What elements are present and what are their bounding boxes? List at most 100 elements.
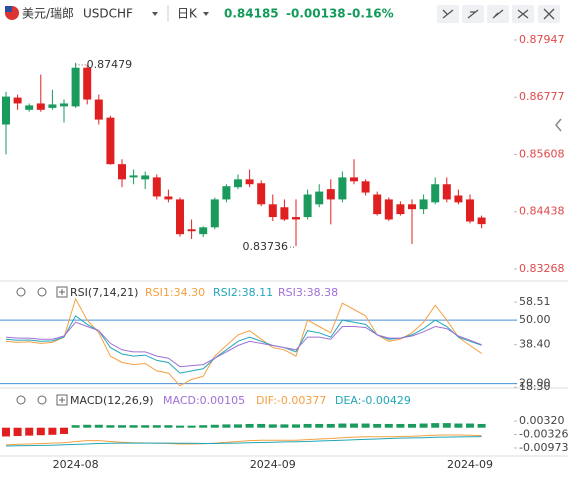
rsi-title: RSI(7,14,21) [70, 286, 138, 299]
candle-body [234, 179, 242, 188]
histogram-bar [454, 423, 463, 428]
histogram-bar [234, 424, 242, 428]
candle-body [210, 199, 219, 228]
tool-icon [492, 9, 504, 19]
candle-body [477, 217, 486, 225]
candle-body [396, 204, 405, 215]
candle-body [245, 179, 254, 185]
candle-body [454, 195, 463, 203]
candle-body [129, 175, 138, 178]
histogram-bar [199, 425, 208, 428]
candle-body [152, 177, 161, 197]
candle-body [13, 97, 22, 104]
histogram-bar [152, 425, 161, 428]
legend-entry: RSI2:38.11 [213, 286, 273, 299]
symbol[interactable]: USDCHF [83, 7, 133, 21]
candle-body [280, 207, 289, 220]
candle-body [361, 181, 370, 193]
x-tick-label: 2024-09 [250, 458, 296, 471]
macd-title: MACD(12,26,9) [70, 394, 154, 407]
histogram-bar [268, 424, 277, 428]
histogram-bar [25, 427, 34, 436]
histogram-bar [292, 424, 300, 428]
histogram-bar [396, 423, 405, 428]
price: 0.84185 [224, 7, 279, 21]
histogram-bar [48, 427, 57, 435]
histogram-bar [83, 424, 92, 428]
y-tick-label: 18.30 [519, 380, 551, 393]
histogram-bar [106, 425, 115, 428]
candle-body [48, 104, 57, 108]
annotation: 0.87479 [87, 58, 133, 71]
candle-body [373, 194, 382, 215]
gear-icon[interactable] [37, 395, 47, 405]
y-tick-label: 0.84438 [519, 205, 565, 218]
symbol-caret[interactable] [152, 12, 158, 16]
histogram-bar [2, 427, 10, 437]
histogram-bar [245, 423, 254, 428]
histogram-bar [210, 424, 219, 428]
flag-canton [5, 6, 12, 12]
candle-body [466, 199, 474, 222]
histogram-bar [71, 425, 80, 428]
panel-dividers [0, 280, 568, 457]
y-tick-label: 20.00 [519, 377, 551, 390]
collapse-arrow[interactable] [555, 118, 562, 132]
candle-body [60, 103, 68, 107]
candle-body [199, 227, 208, 235]
y-tick-label: 0.00320 [519, 414, 565, 427]
candle-body [419, 199, 428, 210]
histogram-bar [36, 427, 45, 436]
histogram-bar [384, 423, 393, 428]
histogram-bar [477, 423, 486, 428]
candle-body [338, 177, 347, 200]
expand-icon-plus [59, 397, 65, 403]
indicator-line [5, 321, 482, 368]
period-caret[interactable] [203, 12, 209, 16]
indicator-line [5, 434, 482, 446]
y-tick-label: 0.83268 [519, 262, 565, 275]
annotation: 0.83736 [243, 240, 289, 253]
histogram-bar [303, 423, 312, 428]
histogram-bar [187, 425, 196, 428]
expand-icon[interactable] [56, 286, 68, 298]
panel-icons [16, 286, 68, 406]
y-tick-label: 50.00 [519, 313, 551, 326]
candle-body [408, 204, 416, 210]
histogram-bar [94, 424, 103, 428]
period[interactable]: 日K [177, 7, 198, 21]
candle-body [25, 105, 34, 110]
histogram-bar [408, 423, 416, 428]
y-tick-label: 0.87947 [519, 33, 565, 46]
y-tick-label: -0.00326 [519, 428, 568, 441]
histogram-bar [129, 425, 138, 428]
eye-icon[interactable] [16, 395, 26, 405]
histogram-bar [419, 423, 428, 428]
histogram-bar [466, 423, 474, 428]
tool-icon [543, 8, 555, 20]
candle-body [268, 204, 277, 218]
gear-icon[interactable] [37, 287, 47, 297]
expand-icon[interactable] [56, 394, 68, 406]
histogram-bar [280, 424, 289, 428]
candle-body [36, 103, 45, 110]
candle-body [94, 99, 103, 120]
candle-body [315, 191, 324, 205]
candle-body [176, 199, 184, 235]
change-pct: -0.16% [347, 7, 394, 21]
legend-entry: RSI1:34.30 [145, 286, 205, 299]
x-tick-label: 2024-08 [53, 458, 99, 471]
histogram-bar [13, 427, 22, 437]
tool-icon [467, 9, 479, 19]
candle-body [292, 217, 300, 220]
candle-body [83, 67, 92, 100]
histogram-bar [141, 425, 150, 428]
header: 美元/瑞郎 USDCHF 日K 0.84185 -0.00138 -0.16% [5, 5, 560, 23]
histogram-bar [222, 424, 231, 428]
histogram-bar [431, 423, 440, 428]
symbol-name[interactable]: 美元/瑞郎 [22, 7, 74, 21]
legend-entry: MACD:0.00105 [163, 394, 245, 407]
candle-body [164, 196, 173, 200]
eye-icon[interactable] [16, 287, 26, 297]
